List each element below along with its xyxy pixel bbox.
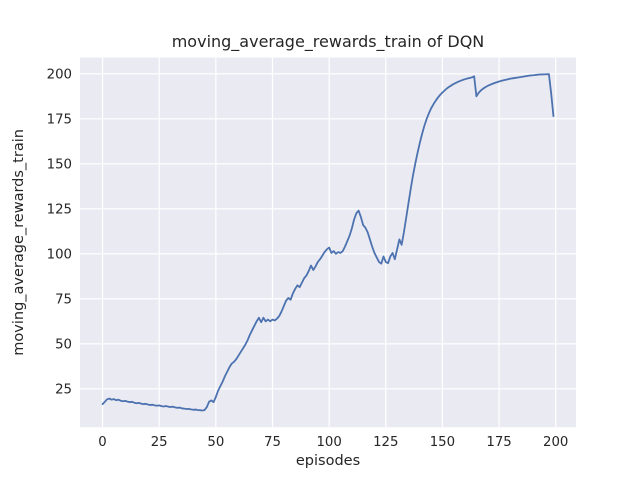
x-tick-label: 150: [430, 435, 455, 450]
y-tick-label: 75: [55, 292, 72, 307]
gridlines: [80, 57, 576, 428]
x-tick-label: 25: [151, 435, 168, 450]
x-tick-label: 125: [373, 435, 398, 450]
x-tick-label: 200: [543, 435, 568, 450]
x-tick-label: 100: [316, 435, 341, 450]
y-tick-label: 25: [55, 382, 72, 397]
line-series: [101, 73, 555, 412]
plot-area: [80, 57, 576, 428]
x-axis-tick-labels: 0 25 50 75 100 125 150 175 200: [98, 435, 568, 450]
y-tick-label: 175: [47, 112, 72, 127]
x-tick-label: 0: [98, 435, 106, 450]
y-axis-tick-labels: 25 50 75 100 125 150 175 200: [47, 67, 72, 397]
x-axis-label: episodes: [296, 453, 360, 469]
chart-title: moving_average_rewards_train of DQN: [172, 32, 485, 52]
y-axis-label: moving_average_rewards_train: [11, 129, 27, 356]
x-tick-label: 175: [486, 435, 511, 450]
x-tick-label: 50: [207, 435, 224, 450]
x-tick-label: 75: [264, 435, 281, 450]
y-tick-label: 150: [47, 157, 72, 172]
y-tick-label: 125: [47, 202, 72, 217]
y-tick-label: 50: [55, 337, 72, 352]
y-tick-label: 100: [47, 247, 72, 262]
y-tick-label: 200: [47, 67, 72, 82]
